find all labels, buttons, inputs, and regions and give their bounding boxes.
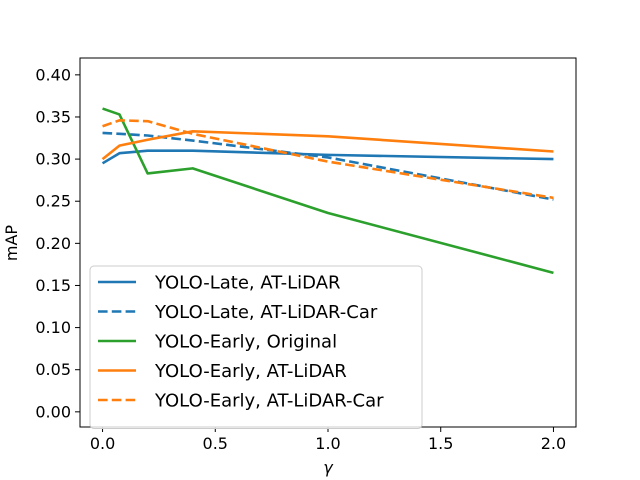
y-tick-label: 0.30 bbox=[35, 150, 71, 169]
legend-label-2: YOLO-Late, AT-LiDAR-Car bbox=[154, 302, 378, 323]
y-tick-label: 0.05 bbox=[35, 360, 71, 379]
x-tick-label: 0.5 bbox=[203, 434, 228, 453]
legend-label-5: YOLO-Early, AT-LiDAR-Car bbox=[154, 391, 384, 412]
legend-box bbox=[89, 265, 423, 429]
legend-label-3: YOLO-Early, Original bbox=[154, 332, 337, 353]
y-tick-label: 0.40 bbox=[35, 65, 71, 84]
y-tick-label: 0.35 bbox=[35, 107, 71, 126]
y-axis: 0.00 0.05 0.10 0.15 0.20 0.25 0.30 0.35 0.40 bbox=[35, 65, 80, 421]
x-tick-label: 1.5 bbox=[428, 434, 453, 453]
series-line-3 bbox=[102, 107, 554, 275]
y-tick-label: 0.10 bbox=[35, 318, 71, 337]
x-tick-label: 1.0 bbox=[315, 434, 340, 453]
y-tick-label: 0.25 bbox=[35, 192, 71, 211]
series-line-2 bbox=[102, 131, 554, 201]
legend-label-4: YOLO-Early, AT-LiDAR bbox=[154, 361, 347, 382]
y-tick-label: 0.00 bbox=[35, 402, 71, 421]
series-line-1 bbox=[101, 149, 554, 165]
y-axis-label: mAP bbox=[2, 225, 21, 262]
series-line-5 bbox=[102, 119, 554, 200]
x-axis: 0.0 0.5 1.0 1.5 2.0 bbox=[90, 427, 566, 453]
series-layer bbox=[101, 107, 554, 275]
legend-label-1: YOLO-Late, AT-LiDAR bbox=[154, 273, 341, 294]
y-tick-label: 0.20 bbox=[35, 234, 71, 253]
legend: YOLO-Late, AT-LiDAR YOLO-Late, AT-LiDAR-C… bbox=[89, 265, 423, 429]
x-axis-label: γ bbox=[323, 458, 334, 477]
series-line-4 bbox=[101, 129, 554, 161]
x-tick-label: 0.0 bbox=[90, 434, 115, 453]
y-tick-label: 0.15 bbox=[35, 276, 71, 295]
x-tick-label: 2.0 bbox=[541, 434, 566, 453]
